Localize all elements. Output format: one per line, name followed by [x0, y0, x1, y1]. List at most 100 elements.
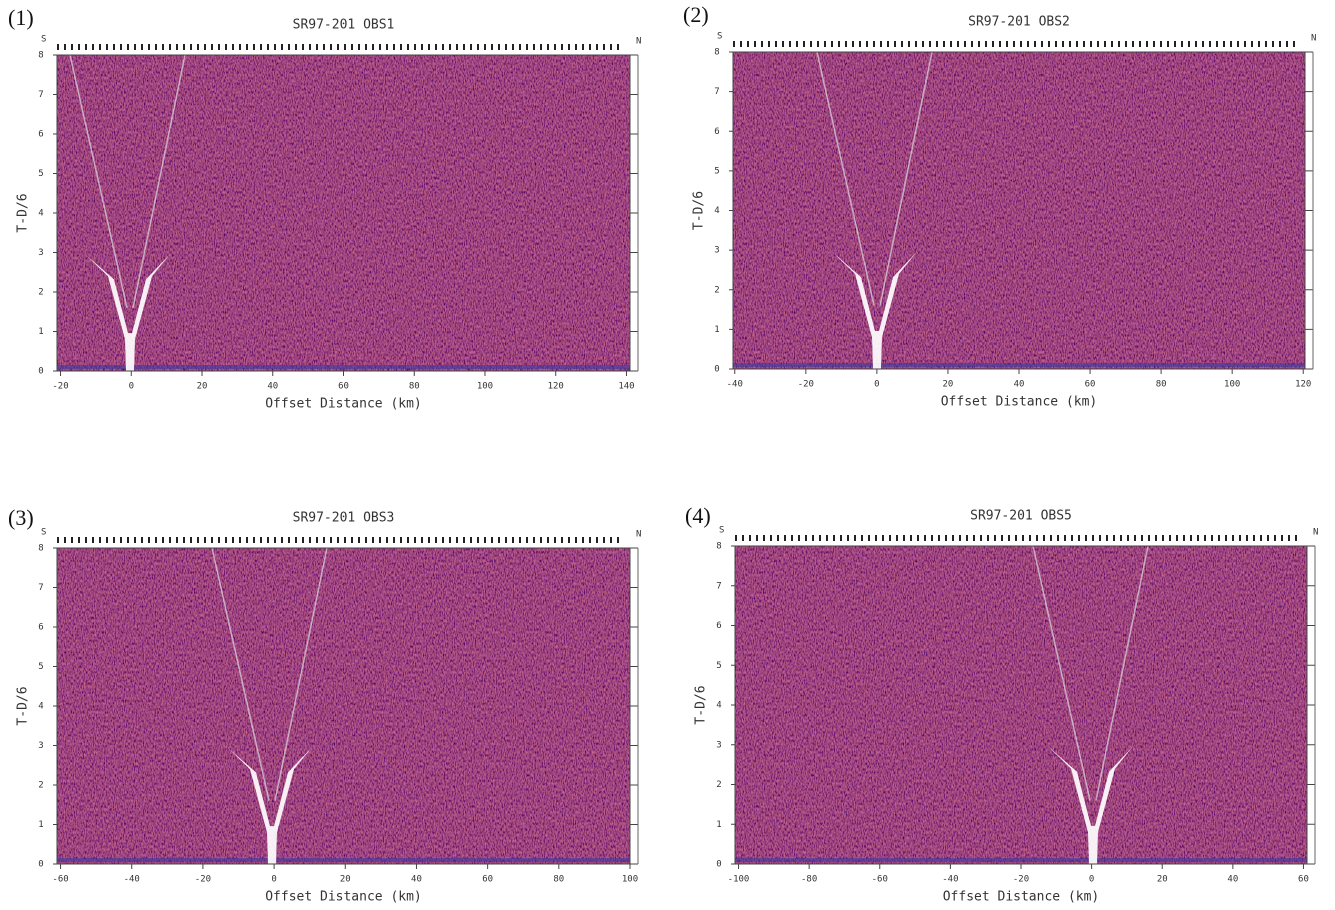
x-tick-label: 80: [409, 382, 420, 392]
x-tick-label: 20: [197, 382, 208, 392]
seafloor-band: [733, 363, 1305, 367]
x-axis-label: Offset Distance (km): [943, 890, 1100, 905]
x-tick-label: 0: [874, 380, 879, 390]
seafloor-band: [57, 365, 630, 369]
y-tick-label: 2: [716, 780, 721, 790]
panel-label: (1): [8, 5, 34, 30]
x-tick-label: -40: [124, 875, 140, 885]
section-noise: [57, 548, 630, 864]
x-tick-label: 120: [1295, 380, 1311, 390]
x-tick-label: 140: [618, 382, 634, 392]
x-tick-label: 60: [1298, 875, 1309, 885]
refraction-branch: [69, 54, 186, 308]
x-tick-label: 80: [1156, 380, 1167, 390]
side-label: N: [636, 37, 641, 47]
y-tick-label: 7: [716, 581, 721, 591]
x-tick-label: -60: [872, 875, 888, 885]
x-tick-label: -100: [728, 875, 750, 885]
y-tick-label: 8: [38, 51, 43, 61]
y-tick-label: 1: [38, 327, 43, 337]
y-tick-label: 4: [714, 206, 719, 216]
y-tick-label: 3: [716, 740, 721, 750]
y-tick-label: 5: [38, 662, 43, 672]
x-tick-label: 100: [1224, 380, 1240, 390]
x-tick-label: 60: [338, 382, 349, 392]
y-tick-label: 1: [714, 325, 719, 335]
refraction-branch: [816, 51, 933, 306]
side-label: S: [717, 32, 722, 42]
y-tick-label: 3: [38, 741, 43, 751]
y-tick-label: 6: [716, 621, 721, 631]
x-tick-label: -40: [942, 875, 958, 885]
section-noise: [57, 55, 630, 371]
x-axis-label: Offset Distance (km): [265, 397, 422, 412]
side-label: N: [1311, 34, 1316, 44]
y-tick-label: 0: [38, 860, 43, 870]
panel: S N -60 -40 -20 0 20 40 60 80 100 0 1 2 3 4 5 6 7 8 SR97-201…: [8, 505, 641, 904]
y-tick-label: 0: [38, 367, 43, 377]
refraction-branch: [211, 547, 328, 801]
first-arrival: [85, 254, 170, 371]
panel: S N -40 -20 0 20 40 60 80 100 120 0 1 2 3 4 5 6 7 8 SR97-201…: [683, 2, 1316, 409]
panel: S N -100 -80 -60 -40 -20 0 20 40 60 0 1 2 3 4 5 6 7 8 SR97-2…: [685, 503, 1318, 904]
x-tick-label: -20: [195, 875, 211, 885]
y-tick-label: 0: [716, 860, 721, 870]
y-tick-label: 5: [714, 166, 719, 176]
y-tick-label: 6: [38, 130, 43, 140]
x-tick-label: 100: [622, 875, 638, 885]
side-label: S: [719, 526, 724, 536]
y-axis-label: T-D/6: [16, 193, 31, 232]
chart-title: SR97-201 OBS1: [293, 18, 395, 33]
y-tick-label: 7: [38, 90, 43, 100]
first-arrival: [227, 747, 312, 864]
y-tick-label: 7: [38, 583, 43, 593]
side-label: N: [636, 530, 641, 540]
x-tick-label: 20: [943, 380, 954, 390]
y-axis-label: T-D/6: [16, 686, 31, 725]
y-tick-label: 5: [716, 661, 721, 671]
y-tick-label: 5: [38, 169, 43, 179]
y-tick-label: 2: [38, 288, 43, 298]
y-tick-label: 2: [714, 285, 719, 295]
x-tick-label: -20: [1013, 875, 1029, 885]
refraction-branch: [1032, 545, 1149, 801]
y-tick-label: 3: [38, 248, 43, 258]
side-label: N: [1313, 528, 1318, 538]
y-axis-label: T-D/6: [692, 191, 707, 230]
chart-title: SR97-201 OBS5: [970, 509, 1072, 524]
chart-title: SR97-201 OBS2: [968, 15, 1070, 30]
x-tick-label: 20: [1157, 875, 1168, 885]
side-label: S: [41, 528, 46, 538]
y-tick-label: 4: [38, 702, 43, 712]
y-tick-label: 8: [716, 542, 721, 552]
y-tick-label: 3: [714, 246, 719, 256]
y-tick-label: 1: [716, 820, 721, 830]
y-tick-label: 2: [38, 781, 43, 791]
x-tick-label: 0: [1089, 875, 1094, 885]
seafloor-band: [735, 858, 1307, 862]
x-axis-label: Offset Distance (km): [941, 395, 1098, 410]
y-axis-label: T-D/6: [694, 685, 709, 724]
y-tick-label: 1: [38, 820, 43, 830]
panel-label: (2): [683, 2, 709, 27]
x-tick-label: -20: [52, 382, 68, 392]
y-tick-label: 6: [38, 623, 43, 633]
x-axis-label: Offset Distance (km): [265, 890, 422, 905]
y-tick-label: 8: [714, 48, 719, 58]
x-tick-label: 40: [267, 382, 278, 392]
x-tick-label: -20: [798, 380, 814, 390]
y-tick-label: 8: [38, 544, 43, 554]
seafloor-band: [57, 858, 630, 862]
section-noise: [733, 52, 1305, 369]
y-tick-label: 6: [714, 127, 719, 137]
x-tick-label: 40: [1014, 380, 1025, 390]
x-tick-label: 0: [129, 382, 134, 392]
x-tick-label: 60: [1085, 380, 1096, 390]
x-tick-label: 60: [482, 875, 493, 885]
x-tick-label: 20: [340, 875, 351, 885]
x-tick-label: -60: [52, 875, 68, 885]
x-tick-label: -80: [801, 875, 817, 885]
chart-title: SR97-201 OBS3: [293, 511, 395, 526]
y-tick-label: 0: [714, 365, 719, 375]
